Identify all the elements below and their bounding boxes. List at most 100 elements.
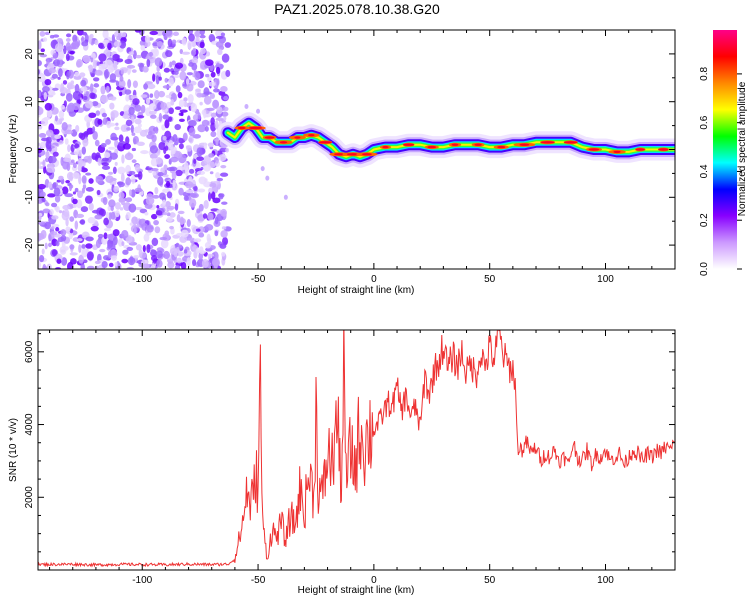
noise-blob [85,91,90,96]
noise-blob [53,34,60,38]
ridge-hotspot-core [346,153,360,156]
noise-blob [145,107,151,117]
noise-blob [181,51,191,55]
noise-blob [131,216,138,225]
snr-panel: -100 -50 0 50 100 2000 4000 6000 Height of str… [8,329,676,596]
noise-blob [61,257,68,266]
noise-blob [88,202,94,211]
noise-blob [60,104,65,110]
noise-blob [144,211,149,216]
noise-blob [164,154,171,160]
noise-blob [39,141,48,149]
noise-blob [95,239,101,249]
noise-blob [85,172,92,176]
noise-blob [141,263,150,269]
noise-blob [155,75,160,85]
noise-blob [210,131,217,138]
noise-blob [81,132,90,136]
noise-blob [134,30,142,33]
noise-blob [283,194,288,200]
noise-blob [99,248,106,253]
noise-blob [128,189,133,197]
noise-blob [56,37,63,43]
noise-blob [68,109,76,117]
spectrogram-x-tick-label: 50 [484,274,496,285]
noise-blob [155,250,163,259]
noise-blob [203,95,212,105]
noise-blob [219,243,227,249]
spectrogram-y-ticks: -20 -10 0 10 20 [24,29,675,270]
noise-blob [218,193,224,200]
noise-blob [158,112,163,122]
noise-blob [39,53,48,58]
noise-blob [54,43,64,53]
noise-blob [208,153,215,158]
noise-blob [201,119,210,127]
noise-blob [108,199,116,208]
noise-blob [131,132,136,136]
noise-blob [52,182,57,189]
noise-blob [152,171,157,176]
noise-blob [126,266,134,269]
noise-blob [93,83,100,88]
noise-blob [114,126,120,131]
noise-blob [141,222,148,231]
noise-blob [120,69,125,75]
noise-blob [122,143,132,150]
noise-blob [133,126,142,134]
noise-blob [192,259,197,267]
colorbar-tick-label: 0.6 [699,115,710,129]
noise-blob [38,90,41,98]
snr-x-tick-label: 50 [484,575,496,586]
noise-blob [69,216,75,222]
snr-x-tick-label: -50 [251,575,266,586]
noise-blob [103,228,112,232]
noise-blob [58,210,63,214]
noise-blob [100,94,109,104]
noise-blob [38,254,45,263]
noise-blob [76,238,83,242]
noise-blob [166,216,173,222]
noise-blob [104,59,113,69]
noise-blob [100,143,107,148]
noise-blob [51,73,58,79]
noise-blob [103,68,110,79]
noise-blob [69,252,78,256]
noise-blob [215,35,224,39]
colorbar-ticks: 0.0 0.2 0.4 0.6 0.8 [699,67,742,276]
spectrogram-x-tick-label: -100 [132,274,152,285]
noise-blob [218,154,227,162]
noise-blob [215,136,219,147]
noise-blob [195,88,201,93]
noise-blob [73,150,79,156]
ridge-hotspot-core [540,141,555,144]
noise-blob [52,52,58,59]
noise-blob [163,67,171,73]
noise-blob [87,217,96,224]
noise-blob [140,94,148,98]
ridge-hotspot-core [474,143,482,146]
noise-blob [57,76,61,80]
noise-blob [118,79,126,89]
noise-blob [42,208,51,214]
noise-blob [199,101,203,106]
noise-blob [142,66,149,73]
noise-blob [156,205,160,209]
noise-blob [55,240,60,247]
noise-blob [149,145,159,154]
noise-blob [148,103,157,111]
noise-blob [165,180,171,188]
noise-blob [53,187,61,197]
noise-blob [222,237,229,246]
noise-blob [94,39,99,46]
noise-blob [208,33,215,42]
noise-blob [151,50,158,58]
noise-blob [131,159,137,164]
noise-blob [196,156,205,162]
spectrogram-y-tick-label: -20 [24,237,35,252]
ridge-hotspot-core [318,141,332,144]
noise-blob [101,162,109,166]
noise-blob [52,151,59,157]
noise-blob [38,72,46,83]
noise-blob [197,188,206,193]
